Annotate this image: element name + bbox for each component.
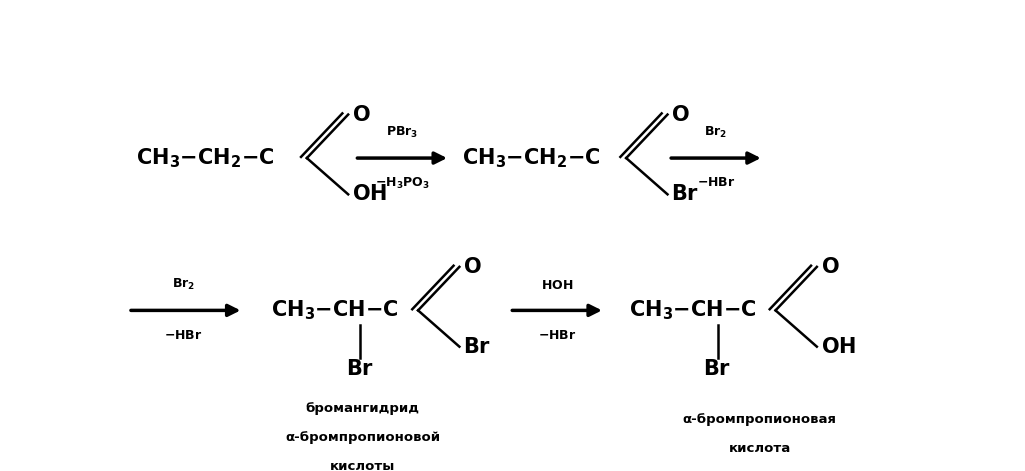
Text: $\mathbf{OH}$: $\mathbf{OH}$: [821, 337, 856, 357]
Text: $\mathbf{Br}$: $\mathbf{Br}$: [346, 359, 374, 379]
Text: кислоты: кислоты: [330, 460, 396, 471]
Text: $\mathbf{Br}$: $\mathbf{Br}$: [703, 359, 732, 379]
Text: $\mathbf{O}$: $\mathbf{O}$: [671, 105, 690, 124]
Text: $\mathbf{O}$: $\mathbf{O}$: [463, 257, 482, 277]
Text: кислота: кислота: [729, 442, 790, 455]
Text: α-бромпропионовая: α-бромпропионовая: [683, 413, 836, 426]
Text: $\mathbf{CH_3{-}CH_2{-}C}$: $\mathbf{CH_3{-}CH_2{-}C}$: [136, 146, 275, 170]
Text: $\mathbf{-H_3PO_3}$: $\mathbf{-H_3PO_3}$: [375, 176, 429, 191]
Text: $\mathbf{Br}$: $\mathbf{Br}$: [463, 337, 492, 357]
Text: $\mathbf{O}$: $\mathbf{O}$: [353, 105, 371, 124]
Text: $\mathbf{Br_2}$: $\mathbf{Br_2}$: [704, 125, 728, 140]
Text: $\mathbf{OH}$: $\mathbf{OH}$: [353, 184, 387, 204]
Text: $\mathbf{O}$: $\mathbf{O}$: [821, 257, 839, 277]
Text: бромангидрид: бромангидрид: [305, 402, 419, 415]
Text: $\mathbf{-HBr}$: $\mathbf{-HBr}$: [164, 329, 203, 341]
Text: $\mathbf{CH_3{-}CH_2{-}C}$: $\mathbf{CH_3{-}CH_2{-}C}$: [461, 146, 601, 170]
Text: $\mathbf{-HBr}$: $\mathbf{-HBr}$: [697, 176, 735, 189]
Text: $\mathbf{-HBr}$: $\mathbf{-HBr}$: [538, 329, 576, 341]
Text: $\mathbf{Br}$: $\mathbf{Br}$: [671, 184, 700, 204]
Text: $\mathbf{PBr_3}$: $\mathbf{PBr_3}$: [386, 125, 418, 140]
Text: $\mathbf{CH_3{-}CH{-}C}$: $\mathbf{CH_3{-}CH{-}C}$: [271, 299, 399, 322]
Text: α-бромпропионовой: α-бромпропионовой: [285, 431, 440, 444]
Text: $\mathbf{Br_2}$: $\mathbf{Br_2}$: [172, 277, 196, 292]
Text: $\mathbf{HOH}$: $\mathbf{HOH}$: [541, 279, 573, 292]
Text: $\mathbf{CH_3{-}CH{-}C}$: $\mathbf{CH_3{-}CH{-}C}$: [628, 299, 756, 322]
